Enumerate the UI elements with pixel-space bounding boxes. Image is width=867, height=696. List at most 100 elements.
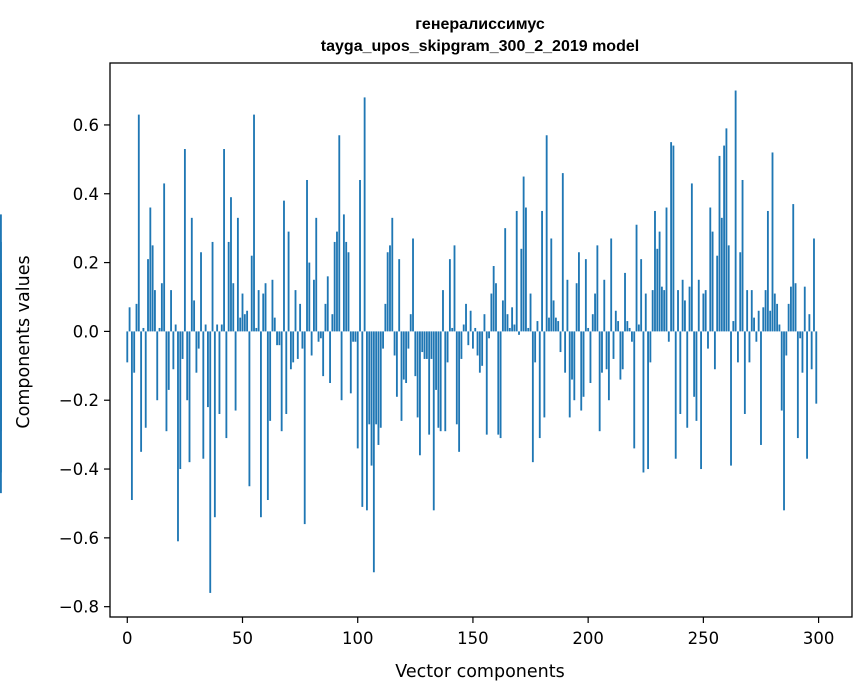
bar-234 <box>665 207 668 332</box>
bar-172 <box>522 176 525 332</box>
bar-252 <box>707 331 709 349</box>
bar-28 <box>190 217 193 332</box>
bar-150 <box>472 331 474 349</box>
bar-258 <box>720 217 723 332</box>
bar-165 <box>506 314 509 332</box>
bar-298 <box>813 238 815 332</box>
bar-136 <box>439 331 442 432</box>
bar-191 <box>566 279 569 332</box>
bar-232 <box>660 286 663 332</box>
bar-151 <box>474 327 477 332</box>
bar-124 <box>412 238 414 332</box>
bar-201 <box>589 331 592 384</box>
bar-289 <box>792 204 795 332</box>
bar-220 <box>633 331 636 449</box>
bar-270 <box>748 331 751 363</box>
bar-244 <box>688 286 691 332</box>
bar-5 <box>137 114 140 332</box>
bar-114 <box>389 245 391 332</box>
bar-22 <box>177 331 179 542</box>
bar-294 <box>803 286 806 332</box>
bar-182 <box>545 135 548 332</box>
bar-221 <box>635 224 638 332</box>
y-tick-label: −0.2 <box>59 391 99 410</box>
bar-214 <box>619 331 622 380</box>
bar-170 <box>518 331 520 335</box>
bar-288 <box>790 286 792 332</box>
x-tick-label: 300 <box>803 629 835 648</box>
bar-11 <box>151 245 154 332</box>
bar-174 <box>527 327 530 332</box>
bar-192 <box>568 331 571 418</box>
bar-62 <box>269 331 272 421</box>
bar-138 <box>444 331 447 432</box>
bar-121 <box>405 331 408 384</box>
bar-132 <box>430 331 433 359</box>
bar-274 <box>757 310 760 332</box>
bar-116 <box>393 331 396 356</box>
bar-159 <box>492 266 495 332</box>
bar-259 <box>723 145 726 332</box>
y-tick-label: 0.4 <box>73 185 99 204</box>
bar-126 <box>416 331 419 418</box>
bar-253 <box>709 207 712 332</box>
bar-269 <box>746 290 749 332</box>
bar-64 <box>273 317 276 332</box>
bar-296 <box>808 314 811 332</box>
bar-231 <box>658 231 661 332</box>
bar-42 <box>223 149 225 332</box>
y-tick-label: 0.0 <box>73 322 99 341</box>
bar-90 <box>333 241 336 332</box>
bar-233 <box>663 290 666 332</box>
bar-120 <box>402 331 405 380</box>
bar-38 <box>213 331 216 518</box>
bar-19 <box>170 290 172 332</box>
bar-undefined <box>0 331 2 421</box>
bar-140 <box>448 259 451 332</box>
bar-40 <box>218 331 221 414</box>
bar-96 <box>347 252 350 332</box>
bar-210 <box>610 238 613 332</box>
bar-33 <box>202 331 205 459</box>
bar-113 <box>386 252 389 332</box>
bar-0 <box>126 331 129 363</box>
bar-119 <box>400 331 403 421</box>
y-tick-label: −0.6 <box>59 529 99 548</box>
bar-254 <box>711 231 714 332</box>
y-axis-ticks: −0.8 −0.6 −0.4 −0.2 0.0 0.2 0.4 0.6 <box>59 116 110 617</box>
bar-189 <box>561 173 564 332</box>
bar-50 <box>241 293 244 332</box>
bar-43 <box>225 331 228 439</box>
bar-63 <box>271 279 274 332</box>
bar-229 <box>654 210 656 332</box>
bar-36 <box>209 331 212 593</box>
bar-271 <box>750 290 753 332</box>
bar-117 <box>395 331 398 397</box>
bar-256 <box>716 255 719 332</box>
bar-208 <box>605 331 608 370</box>
bar-273 <box>755 331 758 342</box>
bar-205 <box>598 331 601 432</box>
bar-71 <box>289 331 292 370</box>
x-tick-label: 100 <box>342 629 374 648</box>
bar-83 <box>317 331 320 342</box>
bar-10 <box>149 207 152 332</box>
x-tick-label: 150 <box>457 629 489 648</box>
bar-1 <box>128 307 131 332</box>
bar-152 <box>476 331 479 356</box>
bar-34 <box>204 324 207 332</box>
bar-105 <box>368 331 371 425</box>
bar-275 <box>760 331 762 445</box>
bar-222 <box>637 324 640 332</box>
bar-286 <box>785 331 788 356</box>
bar-299 <box>815 331 818 404</box>
bar-82 <box>315 217 318 332</box>
bar-91 <box>336 231 338 332</box>
bar-54 <box>250 255 253 332</box>
bar-268 <box>743 331 746 414</box>
bar-154 <box>481 331 484 366</box>
bar-20 <box>172 331 175 370</box>
bar-241 <box>681 279 684 332</box>
bar-260 <box>725 128 728 332</box>
